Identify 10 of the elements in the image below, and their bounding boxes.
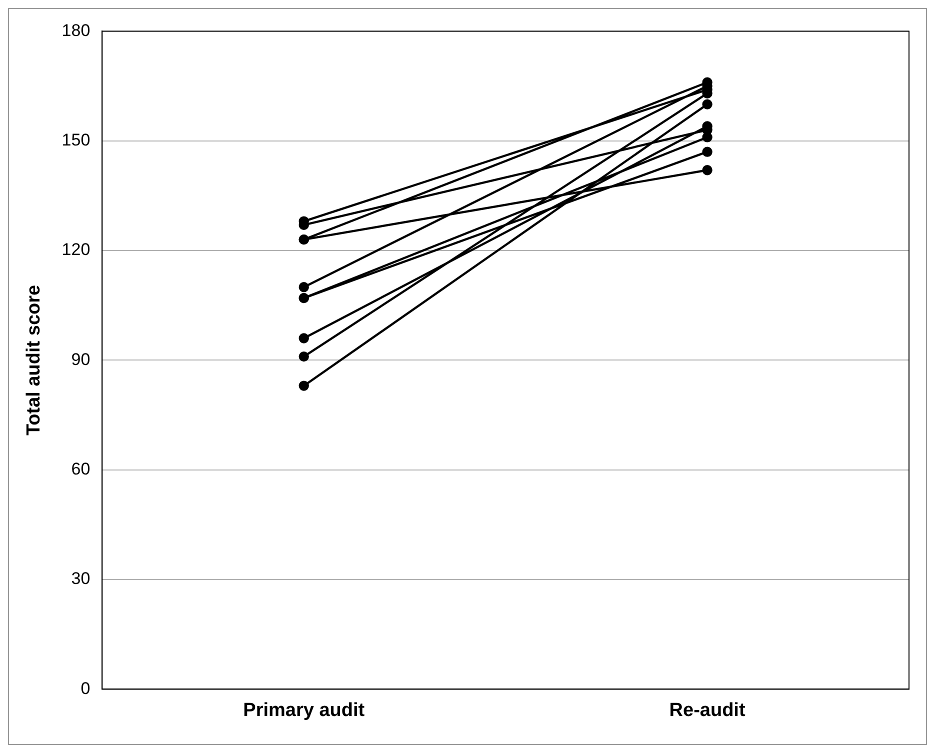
y-tick-label: 60 bbox=[71, 460, 90, 479]
y-tick-label: 120 bbox=[62, 240, 90, 260]
y-tick-label: 0 bbox=[80, 678, 90, 698]
x-tick-label: Re-audit bbox=[669, 700, 746, 721]
y-tick-label: 180 bbox=[62, 20, 90, 40]
y-tick-label: 90 bbox=[71, 350, 90, 369]
y-axis-title: Total audit score bbox=[24, 284, 45, 436]
y-tick-label: 150 bbox=[62, 130, 90, 150]
x-tick-label: Primary audit bbox=[243, 700, 366, 721]
y-tick-label: 30 bbox=[71, 569, 90, 588]
